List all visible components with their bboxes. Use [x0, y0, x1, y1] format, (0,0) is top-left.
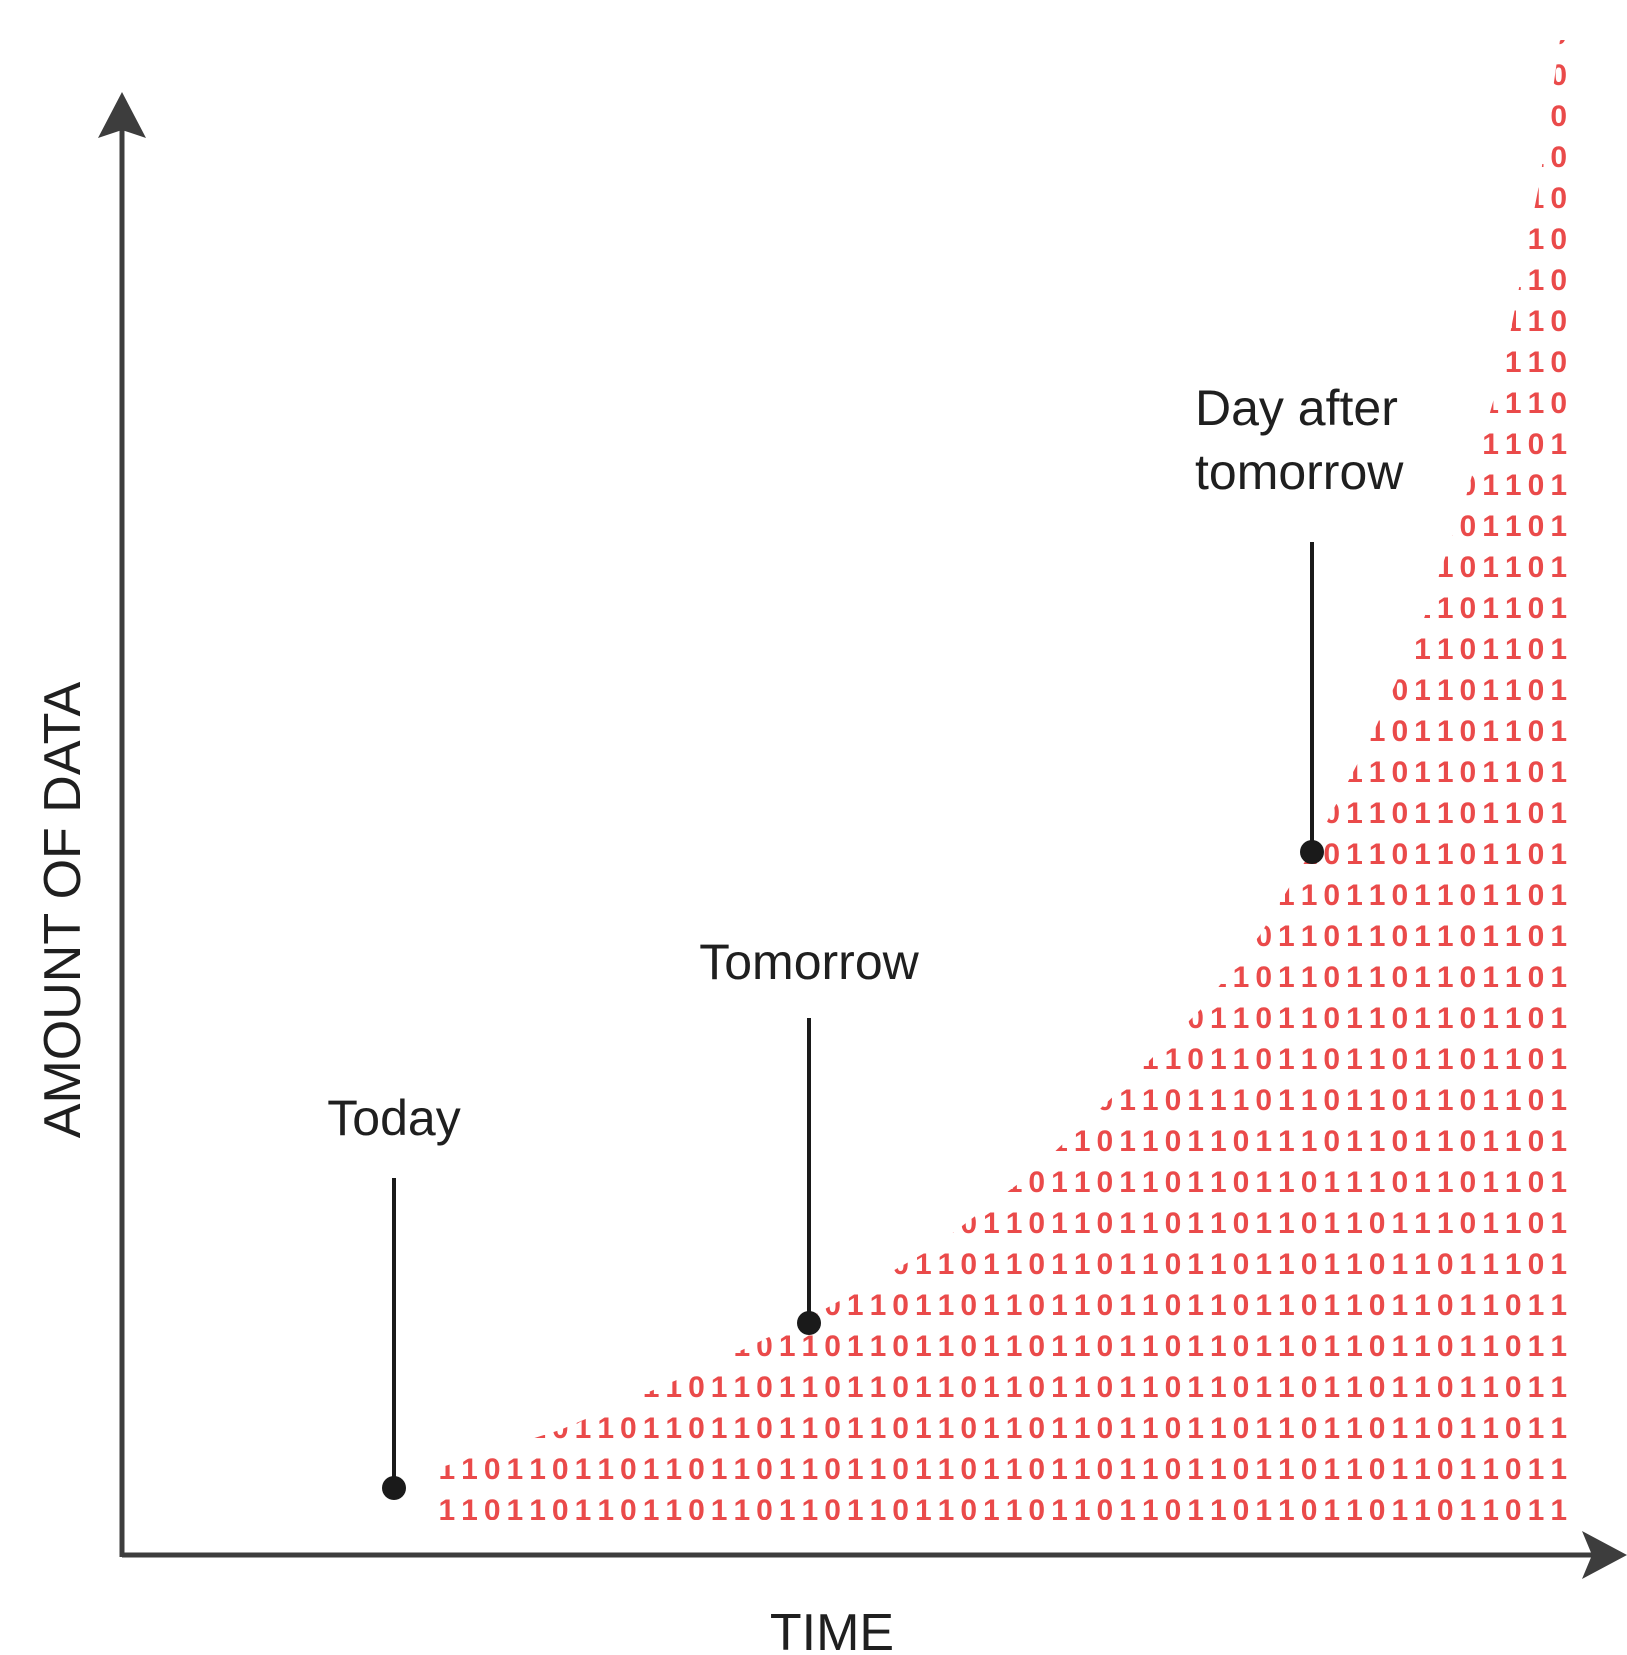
binary-row: 0 1 1 0 1 1 0 1 1 0 1 1 0 1 1 0 1 1 0 1 …	[438, 182, 1567, 215]
axes	[98, 92, 1627, 1579]
marker-tomorrow-dot	[797, 1311, 821, 1335]
marker-day-after-tomorrow-dot	[1300, 840, 1324, 864]
binary-row: 1 1 0 1 1 0 1 1 0 1 1 0 1 1 0 1 1 0 1 1 …	[438, 1494, 1567, 1527]
binary-row: 1 1 0 1 1 0 1 1 0 1 1 0 1 1 0 1 1 0 1 1 …	[438, 1453, 1567, 1486]
binary-row: 1 1 0 1 1 0 1 1 0 1 1 0 1 1 0 1 1 1 0 1 …	[438, 838, 1567, 871]
binary-row: 0 1 1 0 1 1 0 1 1 0 1 1 0 1 1 0 1 1 0 1 …	[438, 141, 1567, 174]
marker-today-dot	[382, 1476, 406, 1500]
marker-day-after-tomorrow-label: Day after tomorrow	[1195, 380, 1412, 500]
binary-row: 1 1 0 1 1 0 1 1 0 1 1 0 1 1 0 1 1 0 1 1 …	[438, 1289, 1567, 1322]
marker-today-label: Today	[327, 1090, 460, 1146]
binary-row: 1 1 0 1 1 0 1 1 0 1 1 0 1 1 0 1 1 0 1 1 …	[438, 1330, 1567, 1363]
binary-row: 1 1 0 1 1 0 1 1 0 1 1 0 1 1 0 1 1 0 1 1 …	[438, 1371, 1567, 1404]
binary-row: 0 1 1 0 1 1 0 1 1 0 1 1 0 1 1 0 1 1 0 1 …	[438, 510, 1567, 543]
marker-today: Today	[327, 1090, 461, 1500]
binary-row: 1 1 0 1 1 0 1 1 0 1 1 0 1 1 0 1 1 0 1 1 …	[438, 920, 1567, 953]
binary-row: 0 1 1 0 1 1 0 1 1 0 1 1 0 1 1 0 1 1 0 1 …	[438, 551, 1567, 584]
binary-row: 1 1 0 1 1 0 1 1 0 1 1 0 1 1 0 1 1 0 1 1 …	[438, 1084, 1567, 1117]
marker-day-after-tomorrow: Day after tomorrow	[1195, 380, 1412, 864]
binary-row: 1 1 0 1 1 0 1 1 0 1 1 0 1 1 0 1 1 0 1 1 …	[438, 1125, 1567, 1158]
binary-row: 1 1 0 1 1 0 1 1 0 1 1 0 1 1 0 1 1 0 1 1 …	[438, 1166, 1567, 1199]
binary-row: 1 1 0 1 1 0 1 1 0 1 1 0 1 1 0 1 1 0 1 1 …	[438, 961, 1567, 994]
marker-tomorrow-label: Tomorrow	[699, 934, 919, 990]
binary-row: 1 1 1 0 1 1 0 1 1 0 1 1 0 1 1 0 1 1 0 1 …	[438, 633, 1567, 666]
binary-data-fill: 1 1 0 1 1 0 1 1 0 1 1 0 1 1 0 1 1 0 1 1 …	[438, 18, 1567, 1527]
binary-row: 0 1 1 0 1 1 0 1 1 0 1 1 0 1 1 0 1 1 0 1 …	[438, 305, 1567, 338]
binary-row: 0 1 1 0 1 1 0 1 1 0 1 1 0 1 1 0 1 1 0 1 …	[438, 223, 1567, 256]
binary-row: 1 1 0 1 1 0 1 1 0 1 1 0 1 1 0 1 1 0 1 1 …	[438, 1412, 1567, 1445]
binary-row: 0 1 1 0 1 1 0 1 1 0 1 1 0 1 1 0 1 1 0 1 …	[438, 264, 1567, 297]
binary-row: 1 1 0 1 1 0 1 1 0 1 1 0 1 1 0 1 1 0 1 1 …	[438, 1002, 1567, 1035]
binary-row: 1 1 0 1 1 1 0 1 1 0 1 1 0 1 1 0 1 1 0 1 …	[438, 674, 1567, 707]
x-axis-arrow-icon	[1582, 1531, 1627, 1579]
binary-row: 1 1 0 1 1 0 1 1 1 0 1 1 0 1 1 0 1 1 0 1 …	[438, 715, 1567, 748]
binary-row: 0 1 1 0 1 1 0 1 1 0 1 1 0 1 1 0 1 1 0 1 …	[438, 592, 1567, 625]
binary-row: 1 1 0 1 1 0 1 1 0 1 1 1 0 1 1 0 1 1 0 1 …	[438, 756, 1567, 789]
marker-tomorrow: Tomorrow	[699, 934, 920, 1335]
y-axis-label: AMOUNT OF DATA	[34, 681, 92, 1138]
x-axis-label: TIME	[770, 1604, 894, 1655]
binary-row: 1 1 0 1 1 0 1 1 0 1 1 0 1 1 0 1 1 0 1 1 …	[438, 879, 1567, 912]
binary-row: 1 1 0 1 1 0 1 1 0 1 1 0 1 1 0 1 1 0 1 1 …	[438, 1043, 1567, 1076]
binary-row: 0 1 1 0 1 1 0 1 1 0 1 1 0 1 1 0 1 1 0 1 …	[438, 346, 1567, 379]
binary-row: 0 1 1 0 1 1 0 1 1 0 1 1 0 1 1 0 1 1 0 1 …	[438, 18, 1567, 51]
binary-row: 1 1 0 1 1 0 1 1 0 1 1 0 1 1 0 1 1 0 1 1 …	[438, 1207, 1567, 1240]
y-axis-arrow-icon	[98, 92, 146, 138]
binary-row: 0 1 1 0 1 1 0 1 1 0 1 1 0 1 1 0 1 1 0 1 …	[438, 100, 1567, 133]
binary-row: 1 1 0 1 1 0 1 1 0 1 1 0 1 1 0 1 1 0 1 1 …	[438, 1248, 1567, 1281]
binary-row: 1 1 0 1 1 0 1 1 0 1 1 0 1 1 1 0 1 1 0 1 …	[438, 797, 1567, 830]
binary-row: 0 1 1 0 1 1 0 1 1 0 1 1 0 1 1 0 1 1 0 1 …	[438, 59, 1567, 92]
